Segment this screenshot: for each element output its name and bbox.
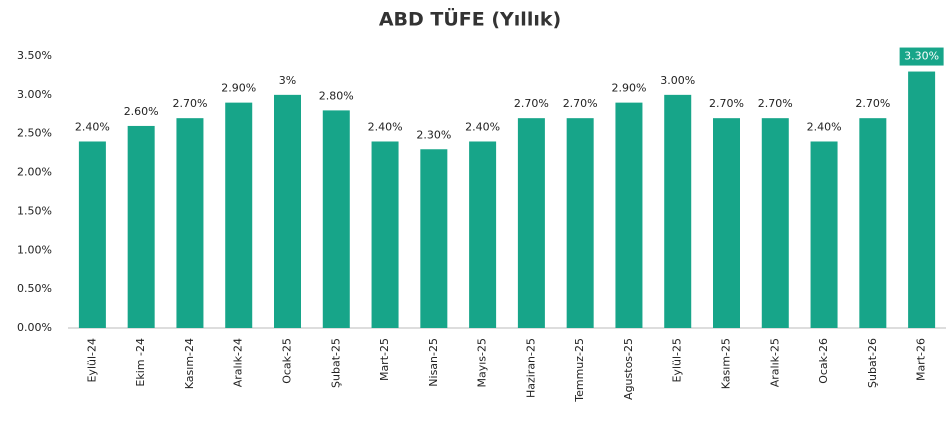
value-label: 3.30% bbox=[904, 50, 939, 63]
value-label: 2.40% bbox=[465, 120, 500, 133]
bar bbox=[566, 118, 594, 329]
value-label: 2.90% bbox=[611, 82, 646, 95]
value-label: 2.30% bbox=[416, 128, 451, 141]
value-label: 3.00% bbox=[660, 74, 695, 87]
x-tick-label: Mart-26 bbox=[915, 338, 928, 381]
x-tick-label: Temmuz-25 bbox=[573, 338, 586, 403]
x-tick-label: Agustos-25 bbox=[622, 338, 635, 400]
y-tick-label: 0.00% bbox=[17, 321, 52, 334]
value-label: 2.40% bbox=[75, 120, 110, 133]
x-tick-label: Kasım-24 bbox=[183, 338, 196, 389]
x-tick-label: Şubat-26 bbox=[866, 338, 879, 388]
value-label: 2.70% bbox=[855, 97, 890, 110]
y-tick-label: 3.00% bbox=[17, 88, 52, 101]
x-tick-label: Haziran-25 bbox=[524, 338, 537, 398]
x-tick-label: Şubat-25 bbox=[329, 338, 342, 388]
bar bbox=[810, 141, 838, 328]
x-tick-label: Eylül-24 bbox=[85, 338, 98, 383]
x-tick-label: Eylül-25 bbox=[671, 338, 684, 383]
x-tick-label: Ekim -24 bbox=[134, 338, 147, 387]
x-tick-label: Kasım-25 bbox=[720, 338, 733, 389]
bar bbox=[78, 141, 106, 328]
value-label: 3% bbox=[279, 74, 296, 87]
y-tick-label: 2.00% bbox=[17, 166, 52, 179]
bar bbox=[713, 118, 740, 329]
bar bbox=[761, 118, 789, 329]
bar bbox=[664, 94, 692, 328]
bar bbox=[225, 102, 253, 328]
value-label: 2.80% bbox=[319, 89, 354, 102]
bar bbox=[371, 141, 399, 328]
x-tick-label: Mayıs-25 bbox=[476, 338, 489, 388]
value-label: 2.70% bbox=[758, 97, 793, 110]
value-label: 2.70% bbox=[563, 97, 598, 110]
x-tick-label: Nisan-25 bbox=[427, 338, 440, 387]
value-label: 2.70% bbox=[172, 97, 207, 110]
bar bbox=[908, 71, 936, 329]
x-tick-label: Mart-25 bbox=[378, 338, 391, 381]
y-tick-label: 3.50% bbox=[17, 49, 52, 62]
value-label: 2.40% bbox=[368, 120, 403, 133]
value-label: 2.90% bbox=[221, 82, 256, 95]
bar bbox=[517, 118, 545, 329]
bar bbox=[322, 110, 350, 329]
x-tick-label: Aralık-25 bbox=[768, 338, 781, 387]
x-tick-label: Ocak-26 bbox=[817, 338, 830, 384]
y-tick-label: 1.00% bbox=[17, 243, 52, 256]
bar bbox=[420, 149, 448, 328]
y-tick-label: 0.50% bbox=[17, 282, 52, 295]
value-label: 2.40% bbox=[807, 120, 842, 133]
value-label: 2.70% bbox=[514, 97, 549, 110]
x-tick-label: Aralık-24 bbox=[232, 338, 245, 387]
value-label-box bbox=[899, 47, 944, 66]
bar bbox=[274, 94, 301, 328]
bar bbox=[127, 125, 155, 328]
value-label: 2.70% bbox=[709, 97, 744, 110]
bar bbox=[615, 102, 643, 328]
bar bbox=[859, 118, 887, 329]
bar bbox=[469, 141, 497, 328]
bar bbox=[176, 118, 204, 329]
y-tick-label: 2.50% bbox=[17, 127, 52, 140]
y-tick-label: 1.50% bbox=[17, 204, 52, 217]
x-tick-label: Ocak-25 bbox=[281, 338, 294, 384]
value-label: 2.60% bbox=[124, 105, 159, 118]
chart-title: ABD TÜFE (Yıllık) bbox=[379, 7, 561, 31]
